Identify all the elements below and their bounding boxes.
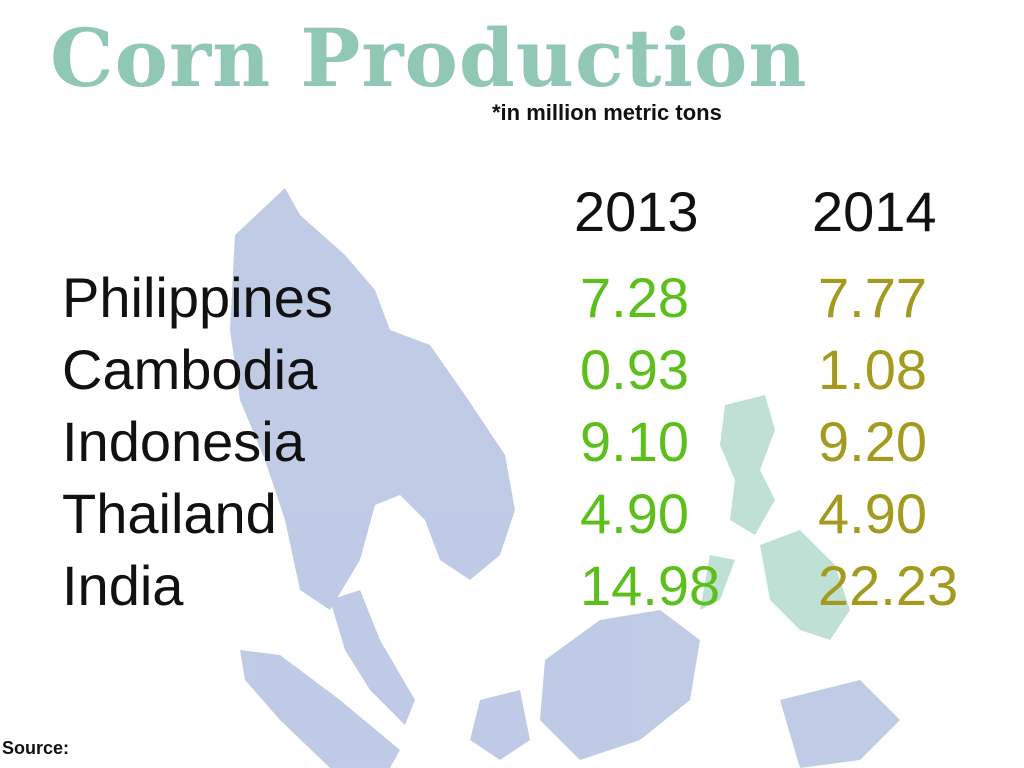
column-header-2014: 2014	[812, 180, 937, 243]
value-2014: 4.90	[818, 482, 927, 545]
table-row: Thailand 4.90 4.90	[0, 478, 1024, 550]
value-2013: 14.98	[580, 554, 721, 617]
value-2014: 7.77	[818, 266, 927, 329]
value-2014: 1.08	[818, 338, 927, 401]
country-label: Thailand	[62, 482, 277, 545]
units-note: *in million metric tons	[492, 100, 722, 125]
table-row: Philippines 7.28 7.77	[0, 262, 1024, 334]
table-row: India 14.98 22.23	[0, 550, 1024, 622]
country-label: Cambodia	[62, 338, 318, 401]
value-2013: 0.93	[580, 338, 689, 401]
value-2014: 22.23	[818, 554, 959, 617]
value-2013: 7.28	[580, 266, 689, 329]
value-2013: 4.90	[580, 482, 689, 545]
source-label: Source:	[2, 738, 70, 758]
country-label: India	[62, 554, 184, 617]
table-row: Cambodia 0.93 1.08	[0, 334, 1024, 406]
value-2013: 9.10	[580, 410, 689, 473]
table-row: Indonesia 9.10 9.20	[0, 406, 1024, 478]
column-header-2013: 2013	[574, 180, 699, 243]
value-2014: 9.20	[818, 410, 927, 473]
country-label: Philippines	[62, 266, 333, 329]
page-title: Corn Production	[50, 11, 808, 105]
country-label: Indonesia	[62, 410, 305, 473]
